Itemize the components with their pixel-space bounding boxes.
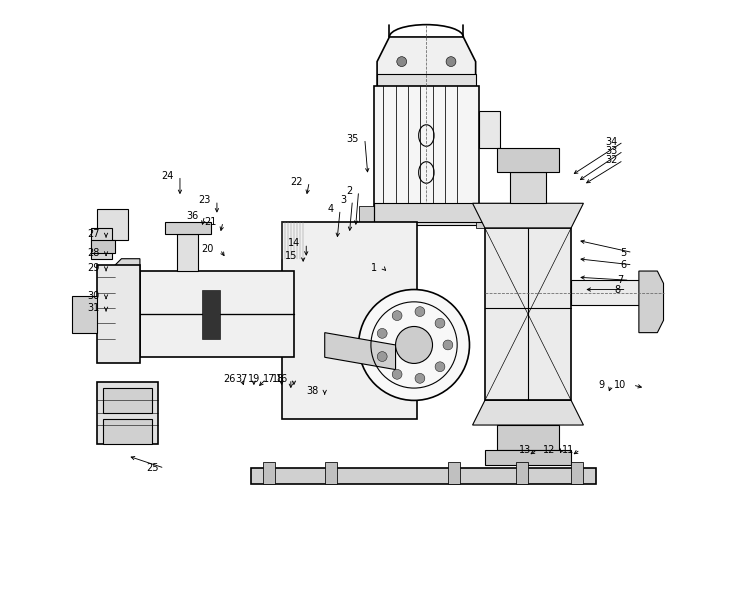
Bar bbox=[509, 172, 547, 203]
Bar bbox=[497, 425, 559, 450]
Text: 28: 28 bbox=[88, 248, 100, 257]
Bar bbox=[96, 382, 159, 444]
Bar bbox=[479, 111, 500, 148]
Bar bbox=[251, 468, 595, 484]
Circle shape bbox=[415, 373, 425, 383]
Polygon shape bbox=[473, 203, 583, 228]
Bar bbox=[96, 265, 140, 363]
Circle shape bbox=[392, 370, 402, 379]
Polygon shape bbox=[109, 259, 140, 357]
Text: 17: 17 bbox=[263, 374, 275, 384]
Text: 27: 27 bbox=[88, 229, 100, 239]
Polygon shape bbox=[639, 271, 663, 333]
Text: 12: 12 bbox=[543, 445, 556, 455]
Circle shape bbox=[396, 57, 407, 67]
Polygon shape bbox=[377, 37, 476, 86]
Text: 7: 7 bbox=[617, 275, 624, 285]
Text: 22: 22 bbox=[291, 177, 303, 187]
Text: 14: 14 bbox=[288, 238, 300, 248]
Text: 32: 32 bbox=[605, 155, 617, 165]
Bar bbox=[103, 388, 153, 413]
Bar bbox=[177, 234, 198, 271]
Text: 4: 4 bbox=[328, 205, 334, 214]
Text: 13: 13 bbox=[519, 445, 531, 455]
Text: 38: 38 bbox=[307, 386, 319, 396]
Text: 34: 34 bbox=[605, 137, 617, 147]
Text: 37: 37 bbox=[236, 374, 248, 384]
Bar bbox=[140, 271, 294, 357]
Bar bbox=[281, 222, 417, 419]
Text: 18: 18 bbox=[272, 374, 285, 384]
Circle shape bbox=[435, 362, 445, 371]
Text: 20: 20 bbox=[201, 245, 214, 254]
Text: 19: 19 bbox=[248, 374, 260, 384]
Text: 29: 29 bbox=[88, 263, 100, 273]
Text: 16: 16 bbox=[275, 374, 288, 384]
Bar bbox=[485, 450, 571, 465]
Bar bbox=[91, 240, 115, 253]
Text: 9: 9 bbox=[599, 380, 605, 390]
Circle shape bbox=[396, 326, 432, 363]
Bar bbox=[325, 462, 337, 484]
Text: 33: 33 bbox=[605, 146, 617, 156]
Text: 23: 23 bbox=[198, 195, 211, 205]
Text: 1: 1 bbox=[371, 263, 377, 273]
Text: 5: 5 bbox=[620, 248, 627, 257]
Text: 11: 11 bbox=[562, 445, 574, 455]
Text: 6: 6 bbox=[620, 260, 627, 270]
Polygon shape bbox=[325, 333, 396, 370]
Bar bbox=[374, 86, 479, 209]
Text: 21: 21 bbox=[204, 217, 217, 227]
Bar bbox=[374, 203, 540, 222]
Bar bbox=[103, 419, 153, 444]
Circle shape bbox=[435, 318, 445, 328]
Text: 15: 15 bbox=[285, 251, 297, 261]
Bar bbox=[368, 209, 485, 225]
Text: 26: 26 bbox=[223, 374, 236, 384]
Circle shape bbox=[377, 328, 387, 338]
Bar bbox=[201, 290, 220, 339]
Bar bbox=[571, 280, 645, 305]
Bar bbox=[515, 462, 528, 484]
Text: 3: 3 bbox=[340, 195, 346, 205]
Bar bbox=[263, 462, 275, 484]
Bar bbox=[72, 296, 96, 333]
Polygon shape bbox=[473, 400, 583, 425]
Circle shape bbox=[415, 307, 425, 317]
Text: 2: 2 bbox=[346, 186, 352, 196]
Text: 36: 36 bbox=[186, 211, 198, 221]
Bar bbox=[165, 222, 211, 234]
Bar bbox=[377, 74, 476, 86]
Bar bbox=[91, 228, 112, 259]
Text: 24: 24 bbox=[162, 171, 174, 180]
Bar bbox=[497, 148, 559, 172]
Bar bbox=[571, 462, 583, 484]
Circle shape bbox=[392, 310, 402, 320]
Text: 25: 25 bbox=[146, 463, 159, 473]
Text: 8: 8 bbox=[614, 285, 620, 294]
Circle shape bbox=[358, 290, 470, 400]
Circle shape bbox=[443, 340, 453, 350]
Bar bbox=[485, 228, 571, 400]
Bar bbox=[476, 206, 494, 228]
Circle shape bbox=[377, 352, 387, 362]
Text: 35: 35 bbox=[346, 134, 358, 144]
Bar bbox=[448, 462, 460, 484]
Text: 10: 10 bbox=[614, 380, 627, 390]
Bar bbox=[358, 206, 377, 228]
Text: 31: 31 bbox=[88, 303, 100, 313]
Circle shape bbox=[446, 57, 456, 67]
Text: 30: 30 bbox=[88, 291, 100, 301]
Bar bbox=[96, 209, 128, 240]
